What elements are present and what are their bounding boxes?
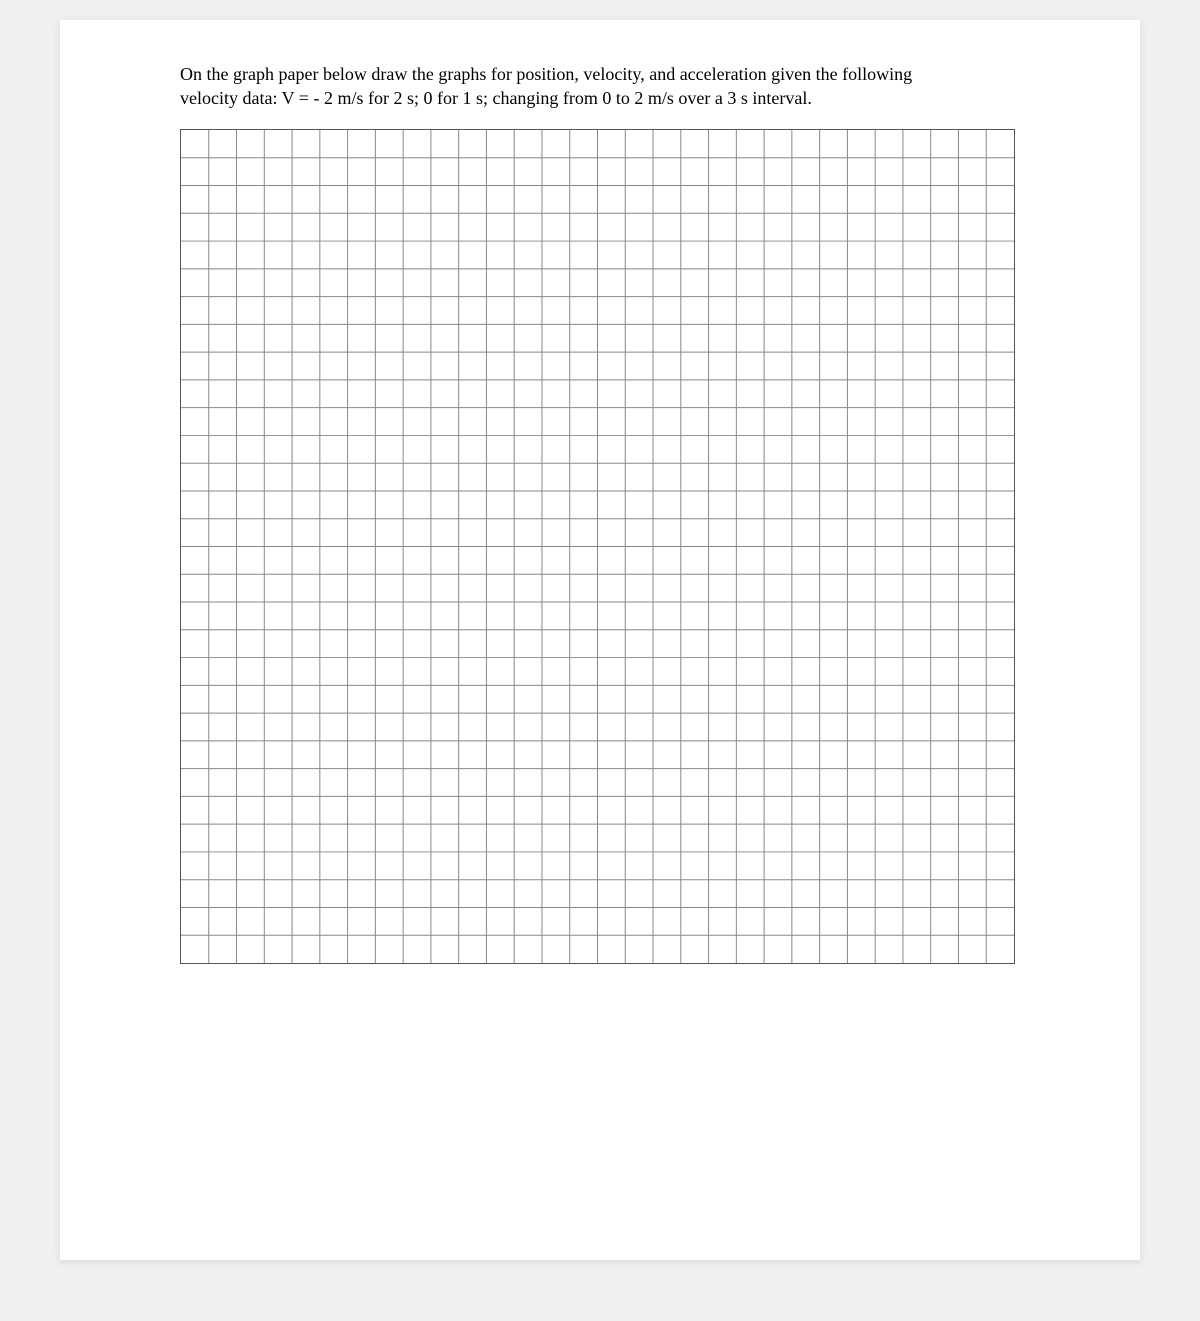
problem-statement: On the graph paper below draw the graphs… — [180, 62, 1020, 111]
graph-paper-grid — [180, 129, 1015, 964]
problem-line-2: velocity data: V = - 2 m/s for 2 s; 0 fo… — [180, 88, 812, 108]
grid-svg — [181, 130, 1014, 963]
document-page: On the graph paper below draw the graphs… — [60, 20, 1140, 1260]
problem-line-1: On the graph paper below draw the graphs… — [180, 64, 912, 84]
